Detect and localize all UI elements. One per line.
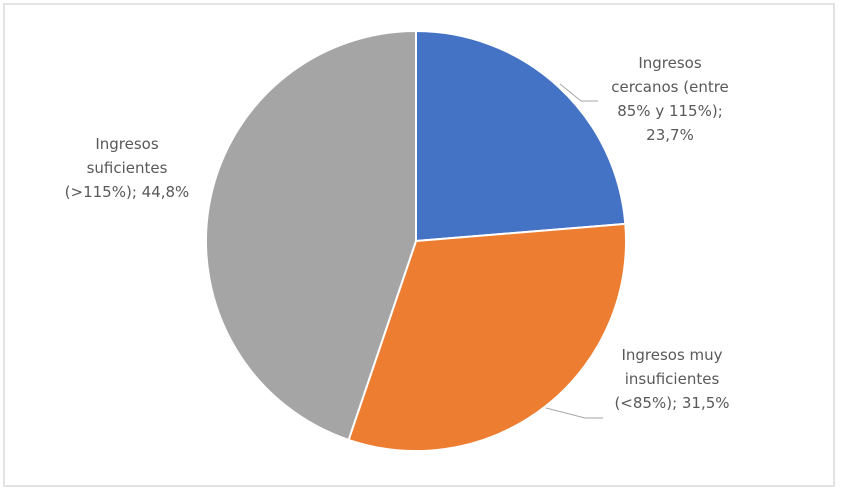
label-line: insuficientes: [624, 370, 720, 388]
label-line: cercanos (entre: [611, 78, 729, 96]
label-line: Ingresos muy: [621, 346, 723, 364]
slice-ingresos-cercanos[interactable]: [415, 29, 627, 243]
label-line: (>115%); 44,8%: [64, 183, 190, 201]
label-line: 85% y 115%);: [617, 102, 723, 120]
slice-ingresos-muy-insuficientes[interactable]: [347, 222, 627, 452]
label-line: (<85%); 31,5%: [614, 394, 730, 412]
label-line: 23,7%: [646, 126, 694, 144]
label-line: suficientes: [86, 159, 168, 177]
leader-line-orange: [545, 407, 603, 419]
slice-ingresos-suficientes[interactable]: [205, 29, 417, 442]
data-label-ingresos-muy-insuficientes: Ingresos muy insuficientes (<85%); 31,5%: [602, 343, 742, 415]
data-label-ingresos-suficientes: Ingresos suficientes (>115%); 44,8%: [52, 132, 202, 204]
data-label-ingresos-cercanos: Ingresos cercanos (entre 85% y 115%); 23…: [600, 51, 740, 147]
label-line: Ingresos: [638, 54, 702, 72]
leader-line-blue: [559, 83, 598, 102]
label-line: Ingresos: [95, 135, 159, 153]
